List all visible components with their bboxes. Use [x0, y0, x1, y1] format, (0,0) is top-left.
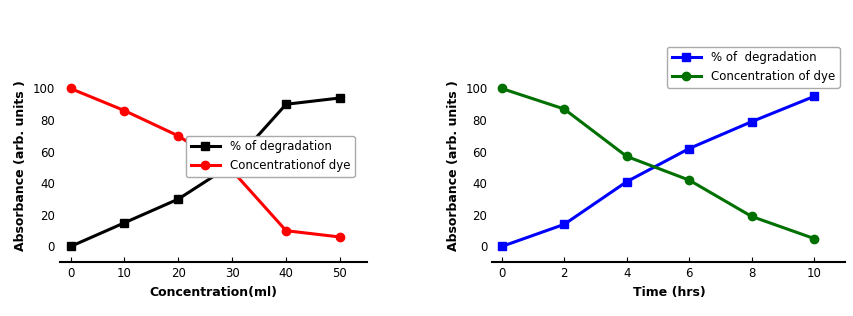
- X-axis label: Time (hrs): Time (hrs): [632, 286, 705, 299]
- % of  degradation: [496, 245, 506, 248]
- Line: % of  degradation: % of degradation: [497, 92, 817, 251]
- % of  degradation: [808, 94, 818, 98]
- Line: % of degradation: % of degradation: [67, 94, 344, 251]
- Line: Concentration of dye: Concentration of dye: [497, 84, 817, 243]
- Concentrationof dye: [227, 169, 237, 173]
- % of  degradation: [746, 120, 756, 124]
- % of  degradation: [621, 180, 631, 184]
- Concentration of dye: [496, 87, 506, 90]
- Line: Concentrationof dye: Concentrationof dye: [67, 84, 344, 241]
- % of degradation: [227, 162, 237, 166]
- % of  degradation: [683, 147, 693, 150]
- Y-axis label: Absorbance (arb. units ): Absorbance (arb. units ): [15, 81, 27, 251]
- Concentrationof dye: [119, 109, 130, 112]
- % of degradation: [334, 96, 345, 100]
- Concentrationof dye: [281, 229, 291, 233]
- X-axis label: Concentration(ml): Concentration(ml): [149, 286, 277, 299]
- Concentration of dye: [683, 178, 693, 182]
- % of  degradation: [559, 222, 569, 226]
- Y-axis label: Absorbance (arb. units ): Absorbance (arb. units ): [446, 81, 459, 251]
- Legend: % of degradation, Concentrationof dye: % of degradation, Concentrationof dye: [186, 136, 354, 177]
- Concentrationof dye: [334, 235, 345, 239]
- Concentration of dye: [808, 237, 818, 240]
- Concentrationof dye: [173, 134, 183, 138]
- Legend: % of  degradation, Concentration of dye: % of degradation, Concentration of dye: [666, 46, 838, 88]
- % of degradation: [173, 197, 183, 201]
- % of degradation: [281, 102, 291, 106]
- Concentrationof dye: [66, 87, 76, 90]
- % of degradation: [66, 245, 76, 248]
- % of degradation: [119, 221, 130, 225]
- Concentration of dye: [559, 107, 569, 111]
- Concentration of dye: [746, 215, 756, 218]
- Concentration of dye: [621, 155, 631, 158]
